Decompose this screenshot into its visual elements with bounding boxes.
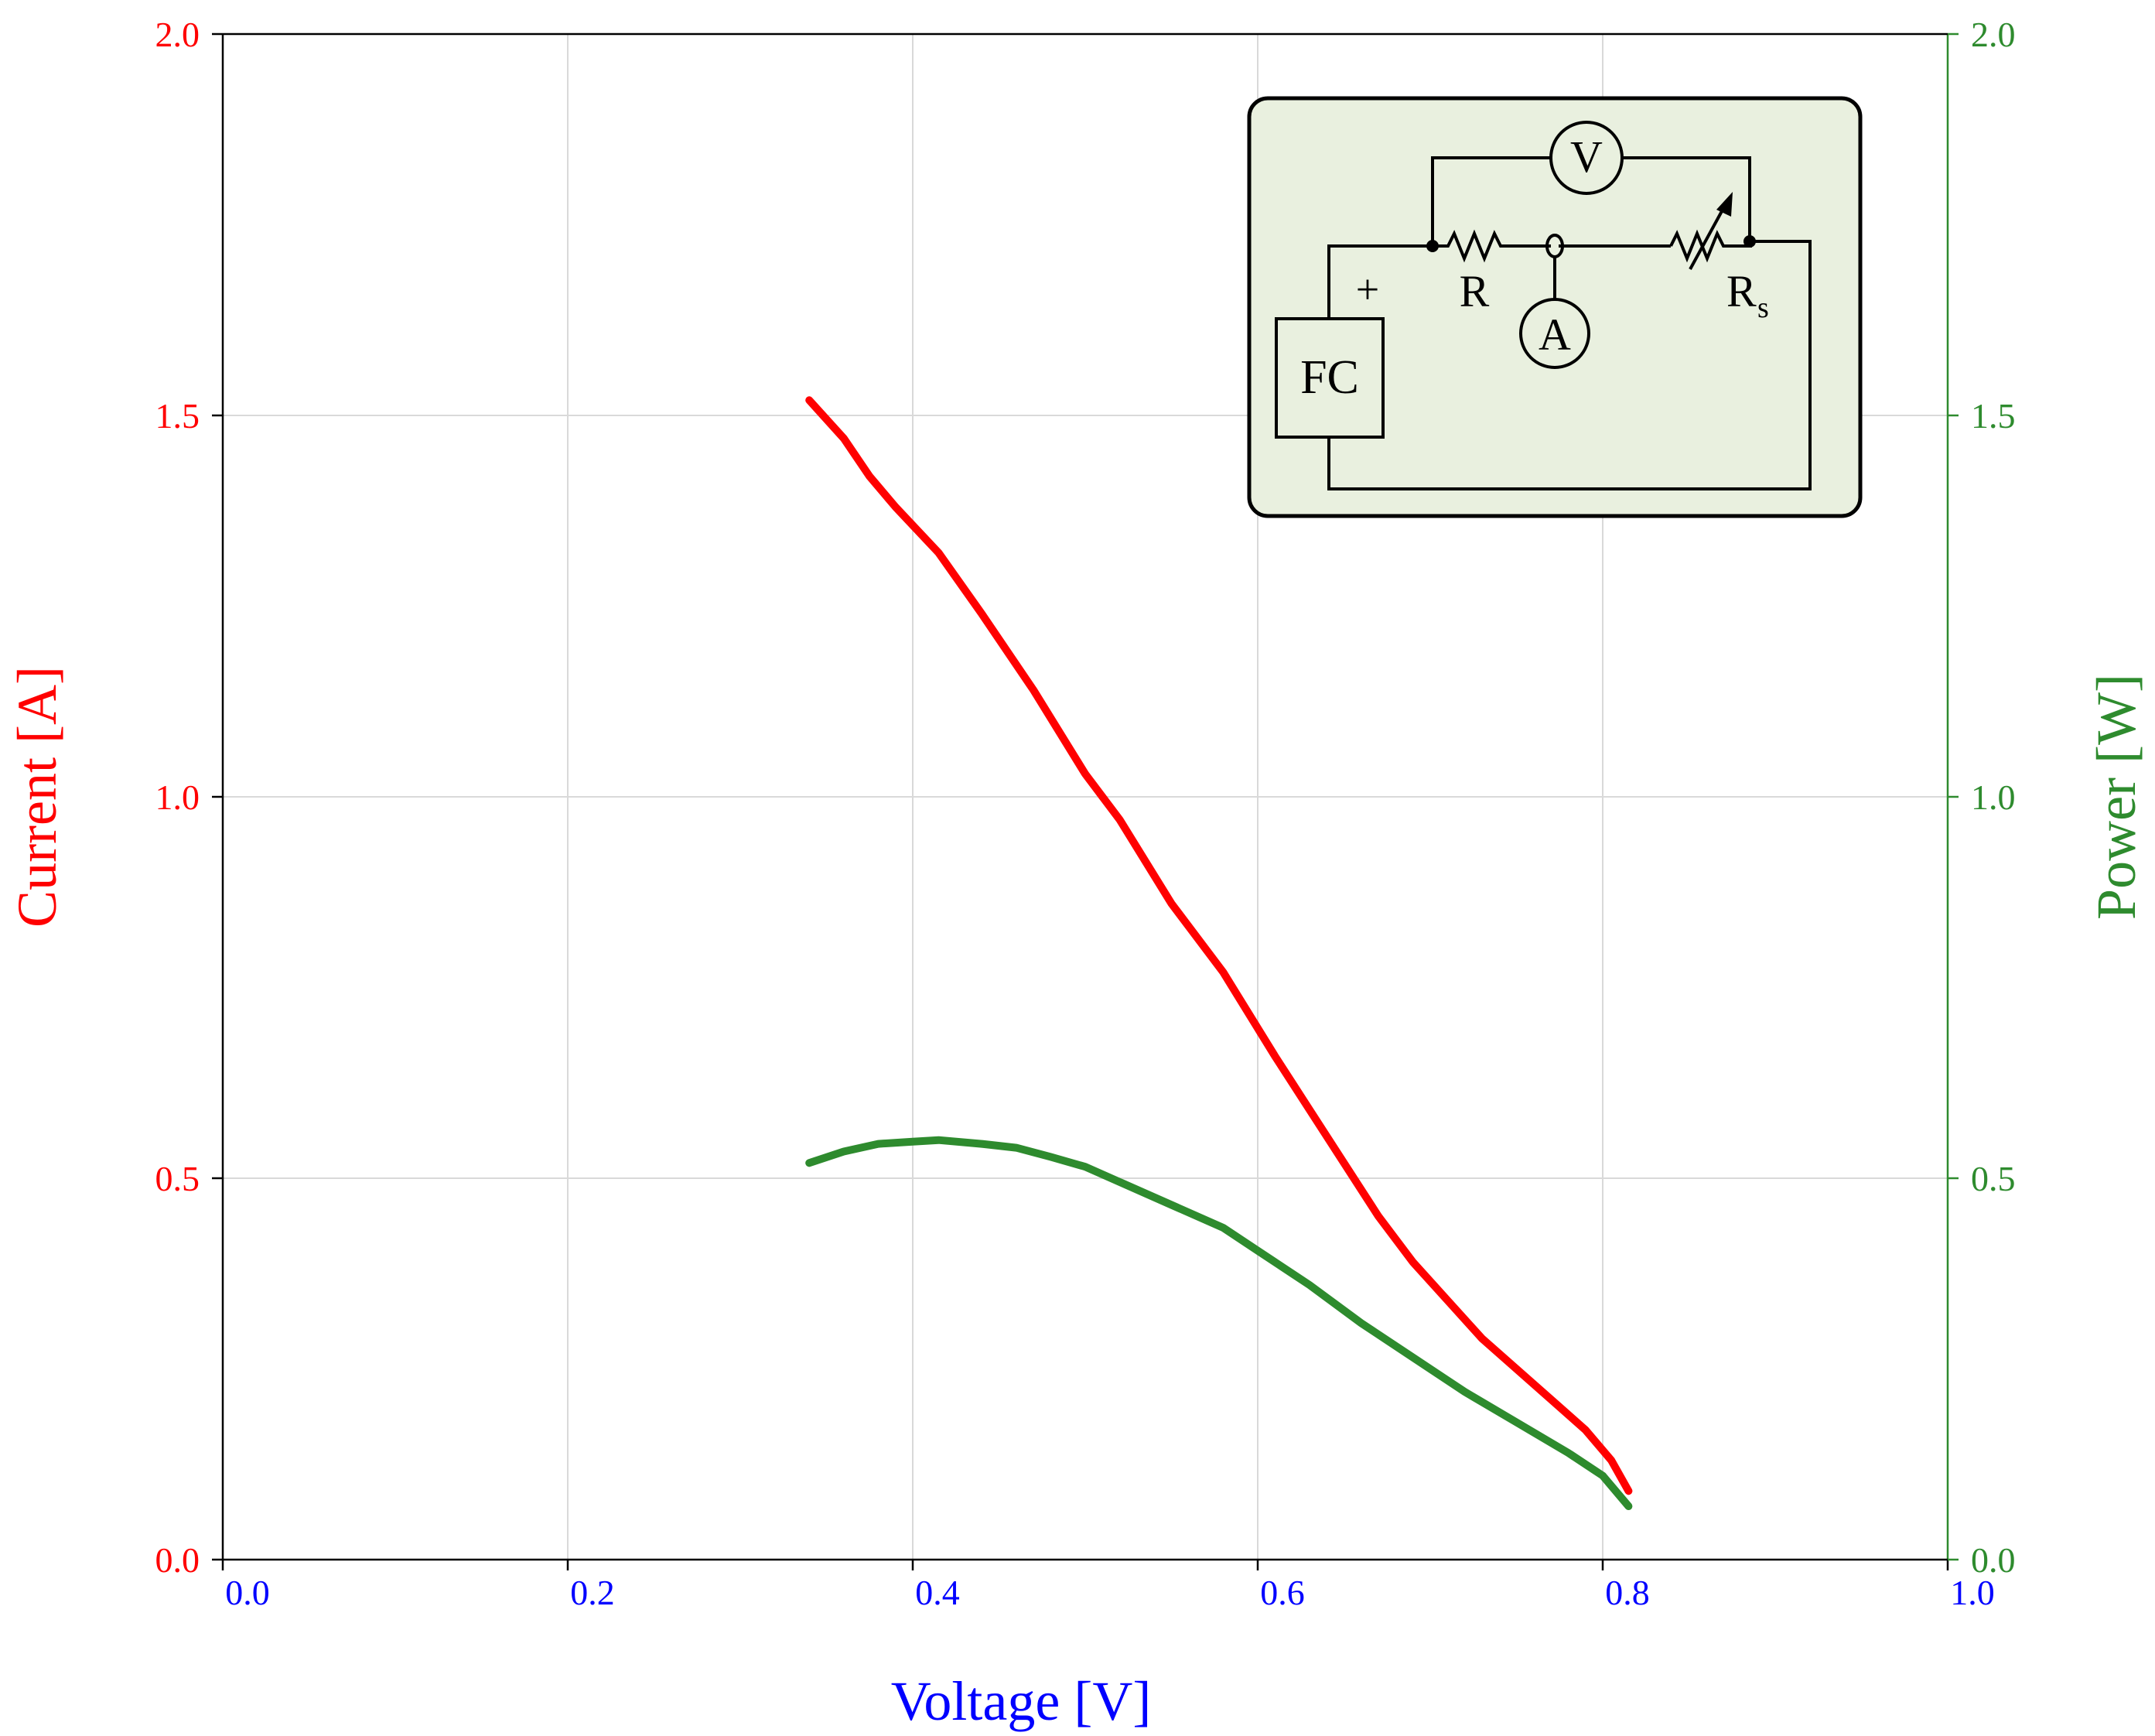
voltmeter-circle (1549, 121, 1624, 195)
rheostat-arrow-head (1716, 192, 1733, 217)
x-tick-label: 0.0 (225, 1573, 270, 1612)
resistor-label: R (1460, 266, 1490, 316)
resistor-r (1433, 229, 1551, 263)
y-right-tick-label: 2.0 (1971, 15, 2016, 54)
wire-voltmeter (1431, 156, 1551, 246)
series (805, 396, 1633, 1510)
y-left-tick-label: 0.0 (155, 1540, 200, 1580)
y-right-tick-label: 1.0 (1971, 777, 2016, 817)
y-left-tick-label: 2.0 (155, 15, 200, 54)
power-series-line (805, 1136, 1633, 1510)
node-left (1426, 240, 1439, 252)
y-left-axis-title: Current [A] (6, 666, 68, 928)
y-left-tick-label: 0.5 (155, 1159, 200, 1198)
x-axis-title: Voltage [V] (891, 1670, 1152, 1732)
y-right-axis-title: Power [W] (2085, 674, 2147, 920)
y-left-tick-label: 1.5 (155, 396, 200, 436)
plus-label: + (1356, 266, 1379, 313)
y-left-tick-label: 1.0 (155, 777, 200, 817)
rheostat-subscript: s (1757, 292, 1769, 324)
y-right-tick-label: 0.0 (1971, 1540, 2016, 1580)
x-tick-label: 1.0 (1950, 1573, 1995, 1612)
rheostat-arrow-shaft (1689, 202, 1728, 270)
x-tick-label: 0.4 (915, 1573, 960, 1612)
node-right (1743, 235, 1756, 248)
wire-right-return (1327, 240, 1812, 490)
voltmeter-label: V (1570, 132, 1603, 182)
x-tick-label: 0.8 (1605, 1573, 1650, 1612)
ammeter-label: A (1539, 309, 1571, 360)
fuel-cell-label: FC (1300, 351, 1359, 404)
circuit-inset: V A FC R R s + (1247, 96, 1863, 518)
x-tick-label: 0.6 (1260, 1573, 1305, 1612)
current-series-line (805, 396, 1633, 1495)
x-tick-label: 0.2 (570, 1573, 615, 1612)
y-right-tick-label: 0.5 (1971, 1159, 2016, 1198)
wire-fc-top (1327, 244, 1433, 319)
ammeter-circle (1519, 298, 1590, 369)
inset-background (1247, 96, 1863, 518)
y-right-tick-label: 1.5 (1971, 396, 2016, 436)
ticks: 0.0 0.2 0.4 0.6 0.8 1.00.00.51.01.52.00.00.51… (155, 15, 2016, 1612)
rheostat-label: R (1726, 266, 1757, 316)
wire-voltmeter-right (1622, 156, 1751, 241)
